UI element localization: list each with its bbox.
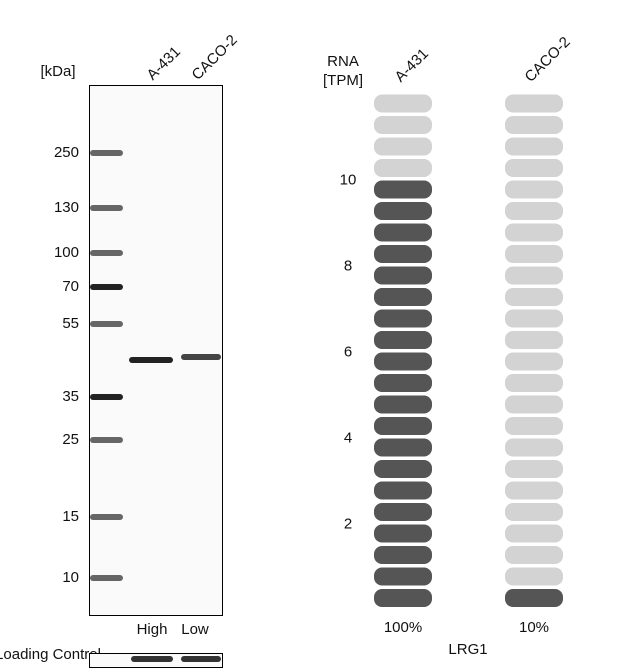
kda-label: [kDa] bbox=[40, 63, 75, 80]
pill bbox=[505, 309, 563, 328]
marker-label: 10 bbox=[62, 569, 79, 586]
rna-column bbox=[374, 94, 432, 607]
rna-column bbox=[505, 94, 563, 607]
pill bbox=[374, 288, 432, 306]
pill bbox=[505, 266, 563, 285]
rna-label: RNA bbox=[327, 53, 359, 70]
gene-label: LRG1 bbox=[448, 641, 487, 658]
marker-band bbox=[90, 205, 123, 211]
marker-label: 130 bbox=[54, 199, 79, 216]
marker-label: 250 bbox=[54, 144, 79, 161]
loading-band bbox=[181, 656, 221, 662]
y-tick-label: 6 bbox=[344, 343, 352, 360]
lane-label: A-431 bbox=[144, 43, 184, 83]
marker-band bbox=[90, 575, 123, 581]
y-tick-label: 8 bbox=[344, 257, 352, 274]
pill bbox=[505, 288, 563, 306]
pill bbox=[374, 481, 432, 500]
lane-level: Low bbox=[181, 621, 209, 638]
rna-label: [TPM] bbox=[323, 72, 363, 89]
pill bbox=[505, 395, 563, 414]
pill bbox=[374, 180, 432, 199]
sample-band bbox=[181, 354, 221, 360]
y-tick-label: 4 bbox=[344, 429, 352, 446]
pill bbox=[374, 202, 432, 220]
lane-label: CACO-2 bbox=[189, 32, 241, 84]
column-label: A-431 bbox=[392, 45, 432, 85]
pill bbox=[374, 395, 432, 414]
pill bbox=[505, 223, 563, 242]
pill bbox=[374, 309, 432, 328]
pill bbox=[505, 503, 563, 521]
pill bbox=[505, 159, 563, 177]
marker-band bbox=[90, 437, 123, 443]
pill bbox=[374, 589, 432, 607]
pill bbox=[505, 481, 563, 500]
pill bbox=[505, 245, 563, 263]
pill bbox=[505, 438, 563, 457]
pill bbox=[374, 94, 432, 113]
pill bbox=[374, 460, 432, 478]
pill bbox=[505, 546, 563, 564]
pill bbox=[374, 331, 432, 349]
marker-band bbox=[90, 284, 123, 290]
marker-label: 70 bbox=[62, 278, 79, 295]
pill bbox=[505, 352, 563, 371]
pill bbox=[505, 202, 563, 220]
lane-level: High bbox=[137, 621, 168, 638]
marker-label: 25 bbox=[62, 431, 79, 448]
marker-label: 35 bbox=[62, 388, 79, 405]
pill bbox=[505, 94, 563, 113]
marker-label: 100 bbox=[54, 244, 79, 261]
pill bbox=[374, 159, 432, 177]
marker-band bbox=[90, 150, 123, 156]
pill bbox=[374, 438, 432, 457]
pill bbox=[374, 266, 432, 285]
loading-band bbox=[131, 656, 173, 662]
column-label: CACO-2 bbox=[522, 34, 574, 86]
pill bbox=[505, 460, 563, 478]
pill bbox=[374, 245, 432, 263]
pill bbox=[374, 546, 432, 564]
pill bbox=[505, 137, 563, 156]
pill bbox=[374, 374, 432, 392]
loading-control-label: Loading Control bbox=[0, 646, 101, 663]
pill bbox=[374, 352, 432, 371]
pill bbox=[374, 137, 432, 156]
marker-band bbox=[90, 250, 123, 256]
percent-label: 10% bbox=[519, 619, 549, 636]
pill bbox=[505, 417, 563, 435]
sample-band bbox=[129, 357, 173, 363]
pill bbox=[505, 180, 563, 199]
y-tick-label: 10 bbox=[340, 171, 357, 188]
marker-label: 55 bbox=[62, 315, 79, 332]
pill bbox=[374, 116, 432, 134]
pill bbox=[505, 589, 563, 607]
pill bbox=[374, 524, 432, 543]
marker-band bbox=[90, 321, 123, 327]
pill bbox=[374, 223, 432, 242]
pill bbox=[505, 524, 563, 543]
pill bbox=[505, 567, 563, 586]
pill bbox=[505, 116, 563, 134]
marker-label: 15 bbox=[62, 508, 79, 525]
y-tick-label: 2 bbox=[344, 515, 352, 532]
pill bbox=[374, 567, 432, 586]
blot-membrane bbox=[89, 85, 223, 616]
marker-band bbox=[90, 514, 123, 520]
marker-band bbox=[90, 394, 123, 400]
pill bbox=[374, 417, 432, 435]
pill bbox=[505, 374, 563, 392]
percent-label: 100% bbox=[384, 619, 422, 636]
pill bbox=[374, 503, 432, 521]
pill bbox=[505, 331, 563, 349]
